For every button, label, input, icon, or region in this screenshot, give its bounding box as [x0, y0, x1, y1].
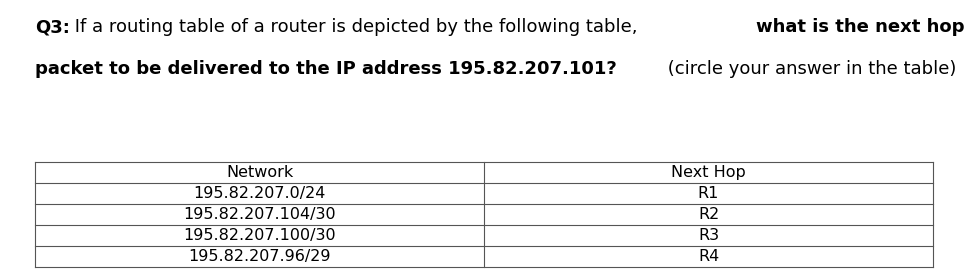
- Text: Network: Network: [226, 165, 293, 180]
- Text: 195.82.207.0/24: 195.82.207.0/24: [194, 186, 325, 201]
- Text: 195.82.207.104/30: 195.82.207.104/30: [183, 207, 336, 222]
- Text: what is the next hop for a: what is the next hop for a: [756, 18, 968, 36]
- Text: R3: R3: [698, 228, 719, 243]
- Text: Next Hop: Next Hop: [671, 165, 746, 180]
- Text: R1: R1: [698, 186, 719, 201]
- Text: 195.82.207.96/29: 195.82.207.96/29: [188, 249, 331, 264]
- Text: If a routing table of a router is depicted by the following table,: If a routing table of a router is depict…: [69, 18, 643, 36]
- Text: R4: R4: [698, 249, 719, 264]
- Text: 195.82.207.100/30: 195.82.207.100/30: [183, 228, 336, 243]
- Text: Q3:: Q3:: [35, 18, 70, 36]
- Text: packet to be delivered to the IP address 195.82.207.101?: packet to be delivered to the IP address…: [35, 60, 617, 78]
- Text: R2: R2: [698, 207, 719, 222]
- Text: (circle your answer in the table): (circle your answer in the table): [662, 60, 956, 78]
